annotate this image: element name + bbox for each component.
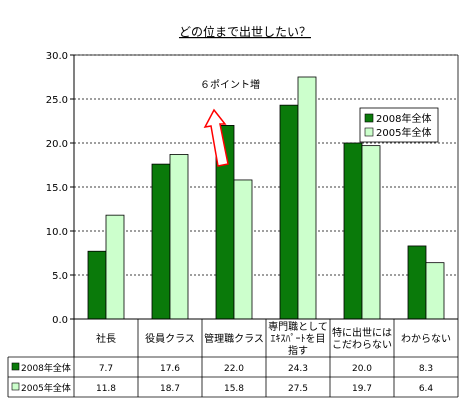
data-label: 15.8 [224, 384, 244, 394]
data-label: 8.3 [419, 364, 433, 374]
table-series-label: 2005年全体 [21, 382, 71, 394]
data-label: 6.4 [419, 384, 434, 394]
x-tick-label: わからない [401, 333, 451, 345]
data-label: 17.6 [160, 364, 180, 374]
y-tick-label: 10.0 [46, 227, 68, 238]
table-legend-swatch [11, 382, 20, 391]
x-tick-label: 特に出世には [332, 326, 392, 339]
bar [87, 250, 107, 320]
y-tick-label: 0.0 [52, 315, 68, 326]
annotation-label: ６ポイント増 [200, 78, 260, 91]
bar [361, 145, 381, 320]
bar [425, 262, 445, 320]
legend-swatch [364, 113, 374, 123]
legend-swatch [364, 127, 374, 137]
annotation: ６ポイント増 [200, 78, 260, 167]
chart-title: どの位まで出世したい？ [179, 24, 311, 39]
data-label: 18.7 [160, 384, 180, 394]
x-tick-label: こだわらない [332, 339, 392, 351]
x-tick-label: 指す [288, 344, 308, 357]
data-label: 11.8 [96, 384, 116, 394]
bar [297, 76, 317, 320]
data-label: 20.0 [352, 364, 372, 374]
bar [343, 142, 363, 320]
legend-label: 2005年全体 [376, 126, 431, 139]
legend-label: 2008年全体 [376, 112, 431, 125]
legend-frame [359, 107, 439, 143]
y-tick-label: 20.0 [46, 139, 68, 150]
x-tick-label: ｴｷｽﾊﾟｰﾄを目 [271, 333, 326, 345]
x-tick-label: 管理職クラス [204, 332, 264, 345]
y-tick-label: 30.0 [46, 51, 68, 62]
bar [169, 154, 189, 320]
y-axis-ticks: 0.0 5.0 10.0 15.0 20.0 25.0 30.0 [46, 51, 74, 326]
y-tick-label: 25.0 [46, 95, 68, 106]
table-legend-swatch [11, 362, 20, 371]
y-tick-label: 5.0 [52, 271, 68, 282]
x-tick-label: 社長 [96, 332, 116, 345]
bar [407, 245, 427, 320]
bar [279, 104, 299, 320]
data-label: 19.7 [352, 384, 372, 394]
bars [87, 76, 445, 320]
data-label: 27.5 [288, 384, 308, 394]
increase-arrow [203, 108, 229, 167]
table-series-label: 2008年全体 [21, 362, 71, 374]
data-label: 24.3 [288, 364, 308, 374]
bar [105, 214, 125, 320]
bar [151, 163, 171, 320]
bar [233, 179, 253, 320]
data-label: 22.0 [224, 364, 244, 374]
x-tick-label: 専門職として [268, 321, 328, 333]
x-tick-label: 役員クラス [145, 332, 195, 345]
data-label: 7.7 [99, 364, 113, 374]
y-tick-label: 15.0 [46, 183, 68, 194]
